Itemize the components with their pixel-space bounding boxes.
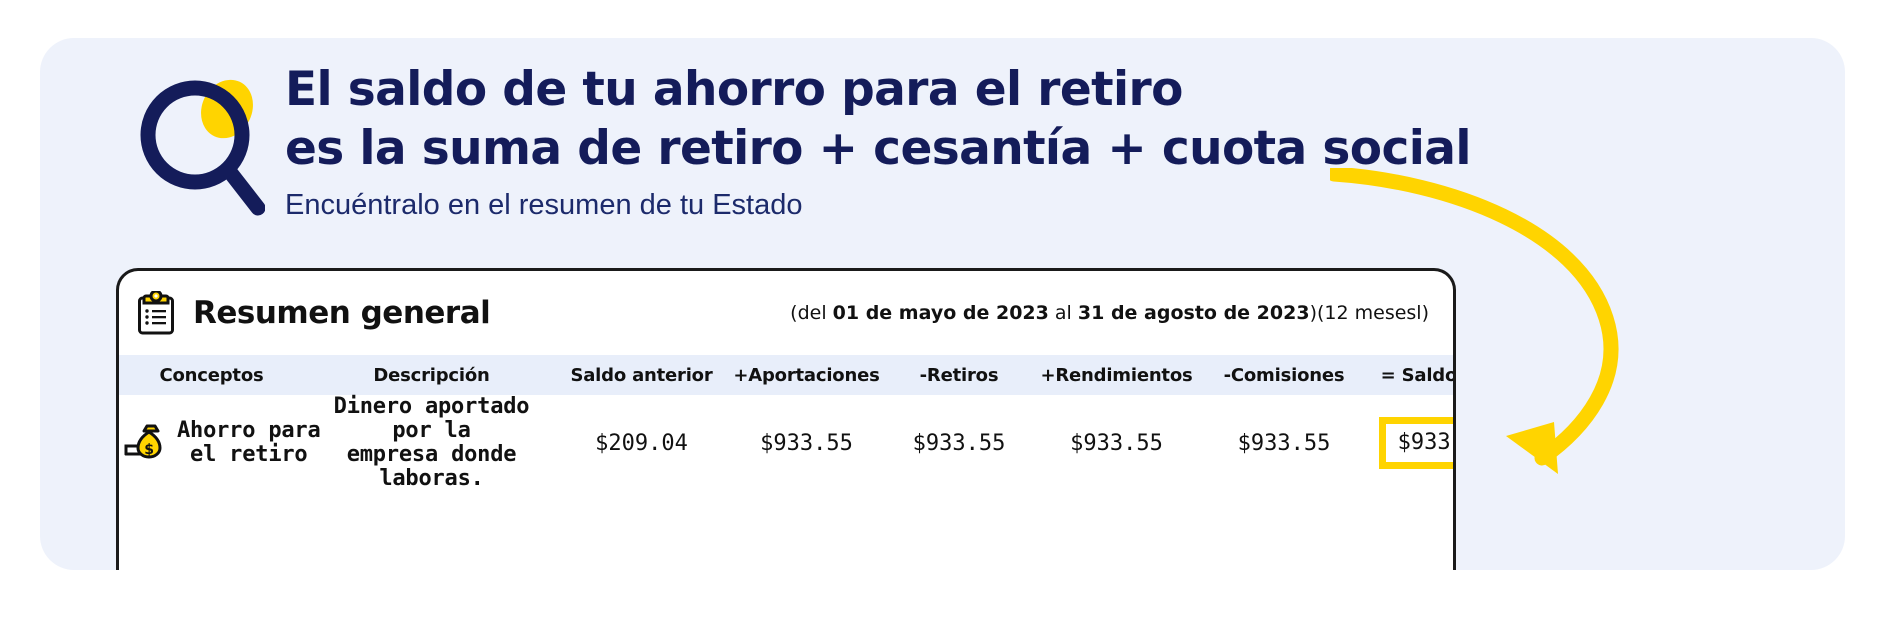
saldo-final-highlight: $933.55 — [1378, 417, 1453, 469]
cell-concepto: $ Ahorro para el retiro — [119, 395, 321, 491]
table-header-row: Conceptos Descripción Saldo anterior +Ap… — [119, 355, 1456, 395]
hero-text: El saldo de tu ahorro para el retiro es … — [285, 60, 1471, 224]
cell-descripcion: Dinero aportado por la empresa donde lab… — [304, 395, 559, 491]
hero-section: El saldo de tu ahorro para el retiro es … — [135, 60, 1471, 224]
clipboard-icon — [137, 289, 175, 335]
concepto-line-2: el retiro — [190, 442, 308, 467]
cell-comisiones: $933.55 — [1237, 430, 1331, 456]
hero-subline: Encuéntralo en el resumen de tu Estado — [285, 189, 803, 221]
descripcion-line-2: empresa donde laboras. — [346, 442, 517, 491]
statement-date-range: (del 01 de mayo de 2023 al 31 de agosto … — [790, 302, 1429, 324]
column-header-comisiones: -Comisiones — [1223, 364, 1345, 386]
column-header-conceptos: Conceptos — [159, 364, 264, 386]
headline-line-2: es la suma de retiro + cesantía + cuota … — [285, 121, 1471, 176]
summary-table: Conceptos Descripción Saldo anterior +Ap… — [119, 355, 1456, 491]
cell-retiros: $933.55 — [912, 430, 1006, 456]
cell-aportaciones: $933.55 — [760, 430, 853, 456]
column-header-saldo-anterior: Saldo anterior — [570, 364, 713, 386]
concepto-line-1: Ahorro para — [177, 418, 321, 443]
daterange-middle: al — [1048, 302, 1078, 324]
money-bag-icon: $ — [123, 423, 167, 463]
daterange-start: 01 de mayo de 2023 — [832, 302, 1049, 324]
cell-saldo-final: $933.55 — [1364, 395, 1453, 491]
daterange-end: 31 de agosto de 2023 — [1077, 302, 1310, 324]
statement-card-title: Resumen general — [193, 295, 491, 331]
statement-card: Resumen general (del 01 de mayo de 2023 … — [116, 268, 1456, 570]
column-header-saldo-final: = Saldo final — [1380, 364, 1456, 386]
headline-line-1: El saldo de tu ahorro para el retiro — [285, 62, 1183, 117]
statement-card-header: Resumen general (del 01 de mayo de 2023 … — [119, 271, 1453, 355]
column-header-rendimientos: +Rendimientos — [1040, 364, 1193, 386]
daterange-suffix: )(12 mesesl) — [1309, 302, 1429, 324]
column-header-retiros: -Retiros — [919, 364, 999, 386]
info-panel: El saldo de tu ahorro para el retiro es … — [40, 38, 1845, 570]
cell-rendimientos: $933.55 — [1070, 430, 1163, 456]
daterange-prefix: (del — [790, 302, 833, 324]
table-row: $ Ahorro para el retiro Dinero aportado … — [119, 395, 1453, 491]
column-header-aportaciones: +Aportaciones — [733, 364, 880, 386]
cell-saldo-anterior: $209.04 — [595, 430, 688, 456]
svg-text:$: $ — [144, 442, 154, 458]
magnifier-icon — [135, 72, 266, 222]
column-header-descripcion: Descripción — [373, 364, 490, 386]
descripcion-line-1: Dinero aportado por la — [333, 394, 530, 443]
